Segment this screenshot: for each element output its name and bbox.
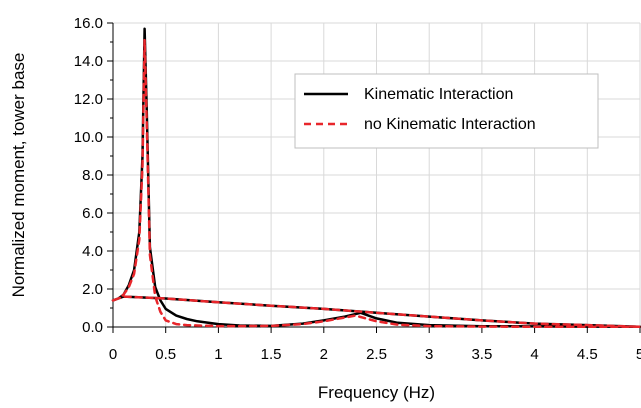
x-tick-label: 0.5 <box>155 346 176 363</box>
y-tick-label: 14.0 <box>74 53 103 70</box>
x-tick-label: 3 <box>425 346 433 363</box>
x-tick-label: 1 <box>214 346 222 363</box>
y-tick-label: 4.0 <box>82 243 103 260</box>
legend-box <box>294 73 599 149</box>
x-tick-label: 0 <box>109 346 117 363</box>
x-tick-label: 4 <box>530 346 538 363</box>
series-line-no-kinematic <box>111 38 641 329</box>
legend-label-no-kinematic: no Kinematic Interaction <box>364 116 536 133</box>
x-tick-label: 5 <box>636 346 641 363</box>
x-tick-label: 4.5 <box>577 346 598 363</box>
x-tick-label: 3.5 <box>471 346 492 363</box>
y-tick-label: 12.0 <box>74 91 103 108</box>
x-tick-label: 2 <box>320 346 328 363</box>
x-axis-label: Frequency (Hz) <box>318 383 435 402</box>
series-group <box>111 27 641 329</box>
y-tick-label: 2.0 <box>82 281 103 298</box>
y-tick-label: 10.0 <box>74 129 103 146</box>
y-tick-label: 16.0 <box>74 15 103 32</box>
y-tick-label: 0.0 <box>82 319 103 336</box>
y-axis-label: Normalized moment, tower base <box>9 53 28 298</box>
x-tick-label: 1.5 <box>261 346 282 363</box>
y-tick-label: 6.0 <box>82 205 103 222</box>
x-tick-label: 2.5 <box>366 346 387 363</box>
legend-label-kinematic: Kinematic Interaction <box>364 86 513 103</box>
y-tick-label: 8.0 <box>82 167 103 184</box>
tick-labels: 0 0.5 1 1.5 2 2.5 3 3.5 4 4.5 5 0.0 2.0 4.0 6.0 8.0 10.0… <box>74 15 641 363</box>
legend: Kinematic Interaction no Kinematic Inter… <box>294 73 599 149</box>
